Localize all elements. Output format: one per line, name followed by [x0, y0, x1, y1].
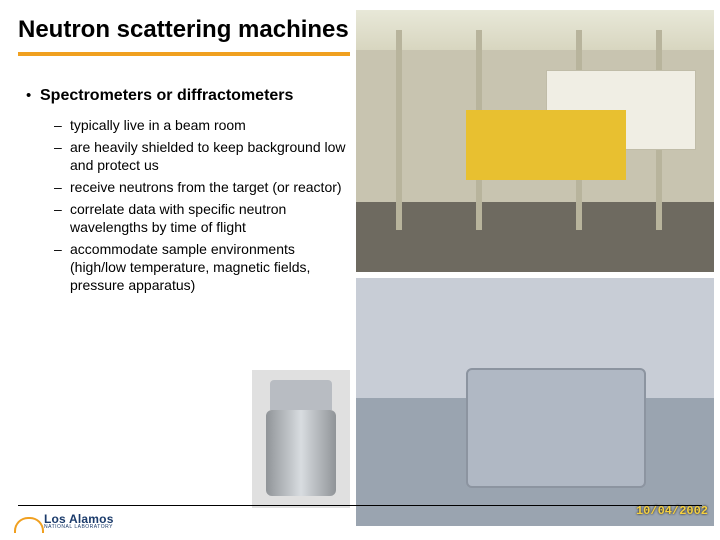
dash-marker: – [54, 138, 70, 156]
bullet-text: Spectrometers or diffractometers [40, 86, 293, 106]
logo-sub: NATIONAL LABORATORY [44, 525, 114, 530]
dash-marker: – [54, 240, 70, 258]
sub-text: are heavily shielded to keep background … [70, 138, 346, 174]
sub-bullet: – receive neutrons from the target (or r… [54, 178, 346, 196]
photo-instrument: 10/04/2002 [356, 278, 714, 526]
dash-marker: – [54, 178, 70, 196]
sub-text: receive neutrons from the target (or rea… [70, 178, 342, 196]
sub-bullet: – typically live in a beam room [54, 116, 346, 134]
content-area: • Spectrometers or diffractometers – typ… [26, 86, 346, 298]
title-underline [18, 52, 350, 56]
photo-datestamp: 10/04/2002 [636, 504, 708, 518]
sub-text: accommodate sample environments (high/lo… [70, 240, 346, 294]
sub-bullet: – accommodate sample environments (high/… [54, 240, 346, 294]
footer-rule [18, 505, 702, 506]
logo-text: Los Alamos NATIONAL LABORATORY [44, 513, 114, 530]
photo-beam-room [356, 10, 714, 272]
bullet-marker: • [26, 86, 40, 106]
dash-marker: – [54, 200, 70, 218]
bullet-level1: • Spectrometers or diffractometers [26, 86, 346, 106]
sub-bullet-list: – typically live in a beam room – are he… [54, 116, 346, 294]
slide-title: Neutron scattering machines [18, 16, 349, 44]
logo-main: Los Alamos [44, 513, 114, 525]
sub-bullet: – are heavily shielded to keep backgroun… [54, 138, 346, 174]
slide: Neutron scattering machines • Spectromet… [0, 0, 720, 540]
sub-bullet: – correlate data with specific neutron w… [54, 200, 346, 236]
footer-logo: Los Alamos NATIONAL LABORATORY [14, 508, 194, 534]
dash-marker: – [54, 116, 70, 134]
photo-cryostat [252, 370, 350, 508]
sub-text: correlate data with specific neutron wav… [70, 200, 346, 236]
logo-arc-icon [14, 511, 40, 531]
sub-text: typically live in a beam room [70, 116, 246, 134]
